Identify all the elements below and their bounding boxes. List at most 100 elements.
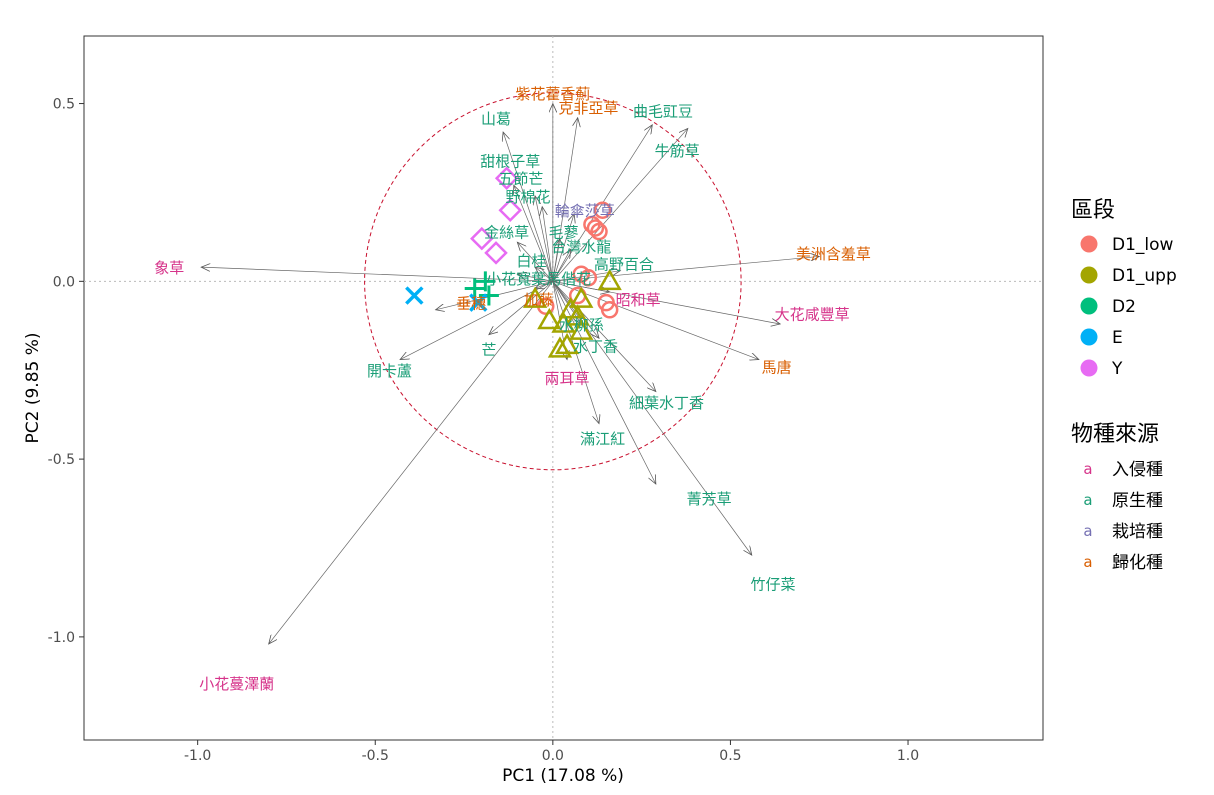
data-point-d1-low	[579, 269, 598, 287]
variable-arrow	[517, 274, 553, 282]
variable-label: 水柳孫	[559, 316, 604, 334]
variable-label: 五節芒	[498, 170, 543, 188]
x-tick-label: 1.0	[897, 748, 919, 764]
legend-groups: 區段 D1_low D1_upp D2 EY	[1071, 198, 1177, 379]
legend-label: 歸化種	[1112, 553, 1163, 573]
data-point-y	[484, 241, 508, 265]
data-point-d1-upp	[569, 286, 594, 308]
data-point-d1-upp	[597, 268, 622, 291]
variable-label: 象草	[154, 259, 184, 277]
variable-arrow	[400, 281, 554, 359]
variable-label: 曲毛豇豆	[633, 103, 693, 121]
data-point-d2	[464, 278, 485, 299]
variable-arrow	[552, 249, 571, 282]
variable-label: 輪傘莎草	[555, 202, 615, 220]
y-tick-label: -1.0	[48, 630, 75, 646]
variable-arrow	[552, 280, 780, 324]
data-point-y	[498, 198, 522, 222]
data-point-y	[470, 226, 494, 251]
x-tick-label: 0.0	[542, 748, 564, 764]
variable-label: 兩耳草	[545, 369, 590, 387]
legend-label: D1_upp	[1112, 266, 1177, 286]
variable-label: 細葉水丁香	[629, 394, 704, 412]
y-tick-label: -0.5	[48, 452, 75, 468]
data-point-d1-upp	[558, 297, 583, 319]
legend-label: 入侵種	[1112, 460, 1163, 480]
variable-label: 芒	[481, 341, 496, 359]
variable-label: 大花咸豐草	[775, 305, 850, 323]
variable-arrow	[517, 242, 554, 282]
data-point-y	[494, 166, 519, 190]
variable-label: 白桂	[517, 252, 547, 270]
data-point-d1-upp	[569, 318, 594, 340]
variable-label: 牛筋草	[655, 142, 700, 160]
data-point-d1-upp	[537, 307, 562, 330]
variable-arrow	[535, 196, 554, 282]
variable-label: 小花蔓澤蘭	[199, 675, 274, 693]
variable-label: 台灣水龍	[551, 238, 611, 256]
variable-label: 水丁香	[573, 337, 618, 355]
variable-label: 山葛	[481, 110, 511, 128]
data-point-d2	[478, 285, 499, 306]
correlation-circle	[364, 92, 742, 471]
variable-label: 紫花藿香薊	[515, 85, 590, 103]
legend-key-d2	[1080, 297, 1098, 315]
y-axis-title: PC2 (9.85 %)	[23, 332, 43, 443]
legend-glyph: a	[1083, 522, 1092, 540]
variable-arrow	[514, 185, 554, 282]
variable-arrow	[552, 214, 574, 282]
legend-key-d1-low	[1080, 235, 1098, 253]
variable-label: 克非亞草	[558, 99, 618, 117]
legend-key-e	[1080, 328, 1098, 346]
legend-label: 栽培種	[1112, 522, 1163, 542]
x-tick-label: -0.5	[362, 748, 389, 764]
variable-label: 毛蓼	[548, 224, 578, 242]
legend-glyph: a	[1083, 553, 1092, 571]
legend-groups-title: 區段	[1071, 198, 1115, 223]
variable-label: 滿江紅	[580, 430, 625, 448]
y-tick-label: 0.5	[53, 97, 75, 113]
variable-label: 馬唐	[762, 359, 792, 377]
x-tick-label: -1.0	[184, 748, 211, 764]
variable-arrow	[552, 281, 759, 359]
variable-label: 竹仔菜	[751, 576, 796, 594]
variable-arrow	[535, 267, 554, 282]
variable-arrow	[552, 118, 578, 282]
variable-arrow	[201, 267, 553, 282]
legend-origin-title: 物種來源	[1071, 422, 1159, 447]
data-point-d1-upp	[551, 311, 576, 333]
variable-arrow	[552, 128, 688, 282]
data-point-d1-low	[600, 301, 619, 319]
variable-label: 加藤	[524, 291, 554, 309]
legend-label: Y	[1111, 359, 1123, 379]
variable-label: 昭和草	[616, 291, 661, 309]
variable-arrow	[489, 281, 554, 334]
variable-label: 金絲草	[484, 224, 529, 242]
y-tick-label: 0.0	[53, 274, 75, 290]
variable-label: 開卡蘆	[367, 362, 412, 380]
data-point-d1-upp	[565, 304, 590, 326]
data-point-d1-low	[586, 219, 605, 237]
variable-label: 野棉花	[505, 188, 550, 206]
legend-key-d1-upp	[1080, 266, 1098, 284]
data-point-d1-upp	[547, 336, 573, 358]
legend-glyph: a	[1083, 460, 1092, 478]
plot-panel	[83, 35, 1044, 741]
variable-arrow	[552, 239, 560, 282]
variable-label: 美洲含羞草	[796, 245, 871, 263]
legend-origin: 物種來源 a 入侵種 a 原生種 a 栽培種 a 歸化種	[1071, 422, 1163, 573]
variable-arrow	[552, 281, 656, 484]
variable-label: 垂穗	[456, 295, 486, 313]
data-point-d1-low	[593, 201, 612, 219]
legend-glyph: a	[1083, 491, 1092, 509]
variable-arrow	[552, 256, 819, 282]
legend-label: D2	[1112, 297, 1136, 317]
variable-arrow	[542, 207, 554, 282]
variable-arrow	[269, 281, 554, 644]
variable-label: 甜根子草	[480, 152, 540, 170]
legend-key-y	[1080, 359, 1098, 377]
x-tick-label: 0.5	[719, 748, 741, 764]
variable-label: 小花寬葉馬偕花	[486, 270, 591, 288]
variable-arrow	[503, 132, 554, 282]
